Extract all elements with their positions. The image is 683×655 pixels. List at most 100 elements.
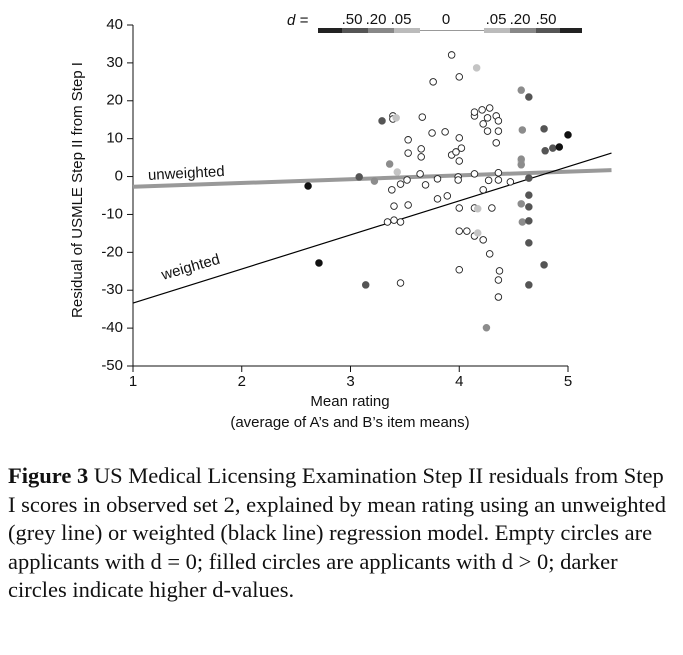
y-axis-label: Residual of USMLE Step II from Step I bbox=[69, 62, 86, 318]
point bbox=[549, 144, 557, 152]
point bbox=[470, 170, 479, 178]
point bbox=[455, 73, 464, 81]
point bbox=[455, 157, 464, 165]
point bbox=[525, 203, 533, 211]
point bbox=[478, 106, 486, 114]
point bbox=[484, 176, 493, 185]
point bbox=[452, 148, 460, 156]
point bbox=[483, 114, 492, 122]
point bbox=[421, 181, 430, 189]
point bbox=[495, 267, 504, 275]
point bbox=[385, 160, 394, 168]
point bbox=[485, 250, 494, 258]
point bbox=[417, 145, 425, 153]
y-tick-label: 30 bbox=[106, 54, 123, 71]
point bbox=[479, 186, 487, 194]
point bbox=[470, 108, 479, 116]
point bbox=[479, 120, 487, 128]
point bbox=[517, 161, 525, 169]
point bbox=[370, 177, 379, 185]
point bbox=[429, 78, 437, 86]
point bbox=[488, 204, 496, 212]
point bbox=[433, 175, 442, 183]
legend-label: d = bbox=[287, 12, 309, 29]
point bbox=[417, 153, 425, 161]
point bbox=[418, 113, 427, 121]
y-tick-label: -10 bbox=[101, 205, 123, 222]
point bbox=[483, 127, 492, 135]
y-tick-label: 0 bbox=[115, 168, 123, 185]
point bbox=[555, 143, 564, 151]
point bbox=[525, 217, 533, 225]
point bbox=[518, 126, 527, 134]
point bbox=[383, 218, 392, 226]
y-tick-label: -30 bbox=[101, 281, 123, 298]
point bbox=[517, 86, 525, 94]
point bbox=[447, 51, 456, 59]
x-tick-label: 4 bbox=[455, 373, 463, 390]
caption-text: US Medical Licensing Examination Step II… bbox=[8, 463, 666, 602]
point bbox=[455, 204, 464, 212]
point bbox=[482, 323, 491, 332]
point bbox=[473, 229, 482, 237]
point bbox=[485, 104, 494, 112]
x-tick-label: 2 bbox=[238, 373, 246, 390]
point bbox=[457, 144, 466, 152]
point bbox=[404, 149, 412, 157]
point bbox=[494, 176, 503, 184]
point bbox=[463, 227, 471, 235]
chart: d = Residual of USMLE Step II from Step … bbox=[69, 11, 612, 431]
point bbox=[454, 176, 462, 184]
point bbox=[404, 136, 412, 144]
point bbox=[392, 114, 400, 122]
y-tick-label: -20 bbox=[101, 243, 123, 260]
x-tick-label: 3 bbox=[346, 373, 354, 390]
point bbox=[404, 201, 412, 209]
y-tick-label: -50 bbox=[101, 357, 123, 374]
point bbox=[525, 281, 533, 289]
x-axis-sublabel: (average of A’s and B’s item means) bbox=[230, 414, 469, 431]
point bbox=[455, 134, 464, 142]
point bbox=[540, 261, 548, 269]
point bbox=[455, 227, 464, 235]
point bbox=[525, 174, 533, 182]
point bbox=[525, 191, 533, 199]
legend-tick-label: .50 bbox=[536, 11, 557, 28]
legend-tick-label: .50 bbox=[342, 11, 363, 28]
point bbox=[390, 202, 398, 210]
x-tick-label: 1 bbox=[129, 373, 137, 390]
legend-tick-label: 0 bbox=[442, 11, 450, 28]
x-axis-label: Mean rating bbox=[310, 393, 389, 410]
point bbox=[494, 117, 503, 125]
point bbox=[441, 128, 449, 136]
point bbox=[564, 131, 572, 139]
point bbox=[388, 186, 396, 194]
point bbox=[428, 129, 436, 137]
point bbox=[494, 169, 503, 177]
point bbox=[396, 218, 405, 226]
legend-bar bbox=[318, 28, 582, 33]
y-tick-label: 20 bbox=[106, 92, 123, 109]
point bbox=[433, 195, 442, 203]
point bbox=[443, 192, 452, 200]
point bbox=[416, 170, 424, 178]
legend-tick-label: .20 bbox=[510, 11, 531, 28]
point bbox=[390, 216, 398, 224]
x-tick-label: 5 bbox=[564, 373, 572, 390]
point bbox=[479, 236, 487, 244]
point bbox=[494, 127, 503, 135]
point bbox=[472, 64, 481, 72]
point bbox=[517, 200, 525, 208]
point bbox=[393, 168, 402, 176]
point bbox=[494, 293, 503, 301]
point bbox=[396, 279, 405, 287]
legend-tick-label: .05 bbox=[391, 11, 412, 28]
point bbox=[455, 266, 464, 274]
point bbox=[541, 147, 549, 155]
point bbox=[525, 239, 533, 247]
point bbox=[518, 218, 527, 226]
point bbox=[473, 205, 482, 213]
y-tick-label: -40 bbox=[101, 319, 123, 336]
point bbox=[315, 259, 323, 267]
caption: Figure 3 US Medical Licensing Examinatio… bbox=[8, 462, 676, 605]
